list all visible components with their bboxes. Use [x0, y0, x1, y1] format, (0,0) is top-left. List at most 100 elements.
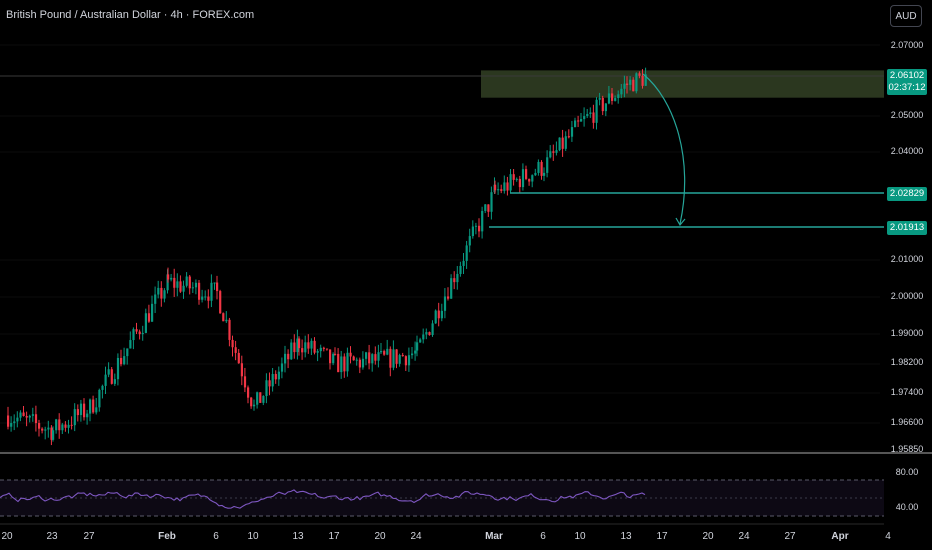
candle: [428, 331, 431, 336]
candle: [555, 141, 558, 156]
candle: [296, 329, 299, 360]
time-tick: 27: [784, 531, 796, 542]
candle: [76, 404, 79, 422]
currency-selector[interactable]: AUD: [890, 5, 922, 27]
candle: [607, 85, 611, 105]
candle: [411, 346, 414, 359]
candle: [332, 352, 335, 366]
candle: [185, 272, 188, 288]
candle: [104, 366, 107, 394]
candle: [580, 112, 583, 122]
candle: [259, 392, 262, 403]
candle: [626, 76, 629, 94]
price-tick: 1.97400: [890, 387, 924, 397]
candle: [481, 206, 484, 239]
candle: [346, 347, 349, 377]
candle: [243, 367, 247, 393]
candle: [632, 77, 635, 92]
rsi-lower-tick: 40.00: [895, 502, 919, 512]
candle: [222, 312, 225, 322]
candle: [132, 327, 135, 350]
candle: [450, 274, 453, 299]
price-tick: 2.01000: [890, 254, 924, 264]
candle: [371, 353, 374, 372]
candle: [595, 97, 598, 130]
time-tick: 24: [410, 531, 422, 542]
time-tick: 27: [83, 531, 95, 542]
candle: [431, 320, 434, 337]
candle: [58, 413, 61, 439]
candle: [234, 340, 237, 361]
candle: [16, 411, 19, 428]
candle: [506, 176, 509, 196]
candle: [601, 95, 604, 116]
candle: [515, 177, 518, 182]
candle: [271, 367, 274, 392]
candle: [425, 328, 428, 340]
candle: [120, 349, 123, 367]
candle: [343, 353, 346, 378]
time-tick: 23: [46, 531, 58, 542]
candle: [358, 357, 361, 374]
candle: [589, 107, 592, 118]
candle: [395, 349, 398, 369]
bar-countdown: 02:37:12: [888, 82, 926, 93]
candle: [173, 268, 176, 297]
candle: [204, 290, 207, 301]
candle: [92, 395, 95, 414]
time-tick: 20: [374, 531, 386, 542]
candle: [151, 295, 154, 322]
candle: [577, 115, 580, 128]
level-2-badge: 2.01913: [887, 221, 927, 235]
candle: [73, 403, 76, 432]
candle: [237, 349, 240, 364]
candle: [552, 144, 555, 161]
projection-arrow: [642, 73, 686, 225]
candle: [422, 328, 425, 344]
candle: [262, 395, 265, 406]
candle: [361, 351, 365, 370]
candle: [490, 186, 493, 220]
candle: [147, 304, 151, 323]
candle: [61, 422, 64, 434]
candle: [247, 385, 250, 404]
time-tick: 20: [702, 531, 714, 542]
candle: [337, 348, 340, 373]
candle: [179, 275, 182, 293]
candle: [129, 331, 132, 349]
candle: [368, 344, 371, 370]
candle: [67, 419, 70, 434]
candle: [592, 104, 595, 129]
candle: [123, 347, 126, 366]
candle: [561, 129, 564, 157]
candle: [219, 289, 222, 314]
candle: [392, 340, 395, 371]
candle: [497, 182, 500, 195]
current-price-badge: 2.06102 02:37:12: [887, 69, 927, 95]
candle: [380, 343, 383, 355]
candle: [176, 273, 179, 297]
candle: [459, 261, 462, 277]
candle: [13, 414, 16, 431]
arrowhead-icon: [675, 217, 686, 227]
candle: [268, 372, 271, 396]
candle: [316, 348, 319, 362]
candle: [157, 280, 160, 299]
candle: [86, 409, 89, 425]
candle: [167, 267, 170, 283]
chart-title: British Pound / Australian Dollar · 4h ·…: [6, 9, 255, 21]
candle: [474, 222, 478, 235]
candle: [213, 282, 216, 290]
candle: [34, 405, 38, 432]
candle: [44, 426, 47, 440]
candle: [398, 353, 401, 367]
candle: [443, 288, 447, 319]
candle: [70, 416, 73, 430]
level-1-badge: 2.02829: [887, 187, 927, 201]
candle: [325, 348, 329, 351]
candle: [277, 366, 280, 386]
candle: [564, 131, 567, 151]
candle: [494, 180, 497, 194]
candle: [629, 76, 632, 91]
